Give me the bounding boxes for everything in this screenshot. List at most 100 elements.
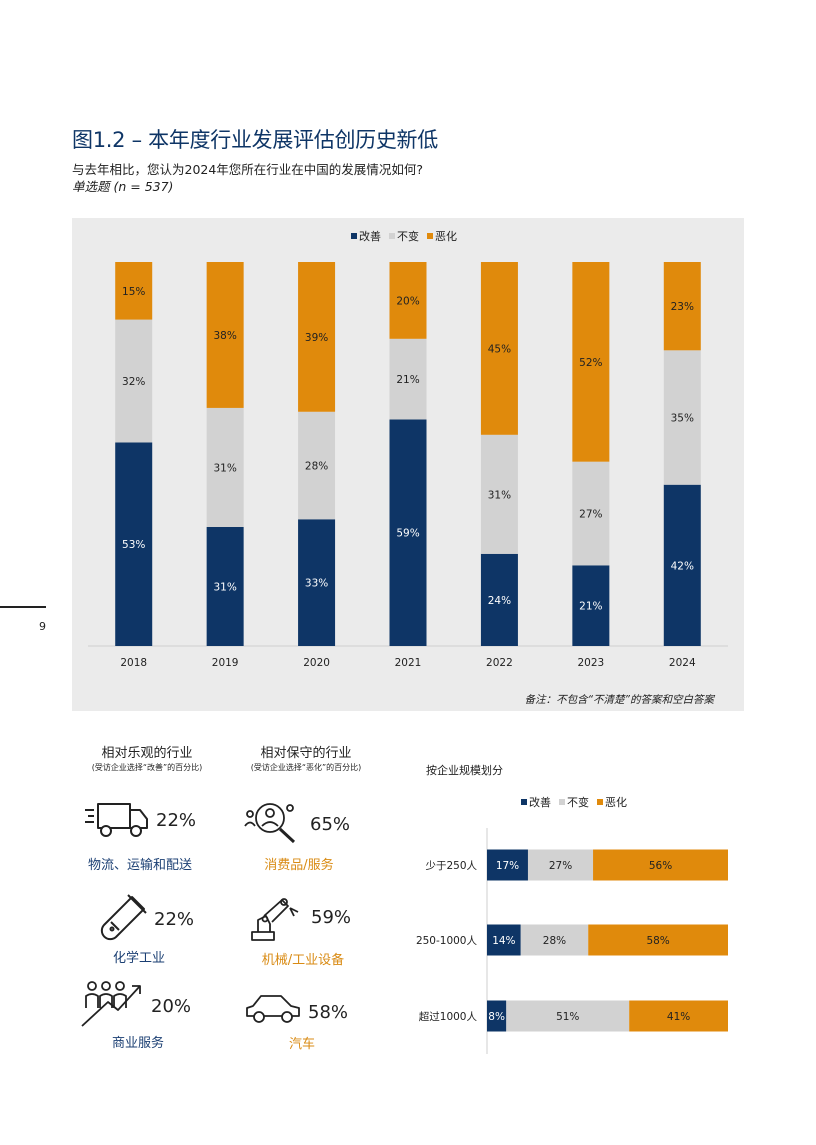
consumer-goods-label: 消费品/服务 xyxy=(264,858,334,873)
test-tube-icon xyxy=(100,894,147,941)
size-bar-0-0 xyxy=(487,849,528,881)
yearly-bar-2021-1 xyxy=(389,338,427,420)
yearly-tick-label-2023: 2023 xyxy=(577,657,604,669)
yearly-bar-2018-1 xyxy=(115,319,153,443)
logistics-label: 物流、运输和配送 xyxy=(87,858,192,873)
yearly-tick-label-2021: 2021 xyxy=(395,657,422,669)
size-data-label-2-0: 8% xyxy=(488,1011,505,1023)
yearly-bar-2022-0 xyxy=(480,553,518,646)
yearly-data-label-2023-1: 27% xyxy=(579,509,602,521)
size-category-label-0: 少于250人 xyxy=(425,860,477,872)
question-type: 单选题 (n = 537) xyxy=(72,179,174,194)
page-number: 9 xyxy=(39,620,46,633)
size-bar-1-2 xyxy=(588,924,728,956)
car-icon xyxy=(246,995,300,1023)
yearly-tick-label-2018: 2018 xyxy=(120,657,147,669)
size-bar-0-1 xyxy=(527,849,594,881)
yearly-data-label-2023-2: 52% xyxy=(579,357,602,369)
yearly-legend-swatch-0 xyxy=(351,233,357,239)
size-bar-2-2 xyxy=(629,1000,728,1032)
yearly-legend-swatch-1 xyxy=(389,233,395,239)
business-people-icon xyxy=(81,981,141,1027)
yearly-data-label-2024-0: 42% xyxy=(671,560,694,572)
yearly-data-label-2018-0: 53% xyxy=(122,539,145,551)
business-services-label: 商业服务 xyxy=(111,1036,164,1051)
size-bar-1-0 xyxy=(487,924,521,956)
yearly-data-label-2019-2: 38% xyxy=(213,330,236,342)
yearly-tick-label-2024: 2024 xyxy=(669,657,696,669)
yearly-tick-label-2020: 2020 xyxy=(303,657,330,669)
size-bar-0-2 xyxy=(593,849,728,881)
size-data-label-2-1: 51% xyxy=(556,1011,579,1023)
yearly-legend-label-2: 恶化 xyxy=(435,229,457,243)
conservative-heading-block: 相对保守的行业 (受访企业选择“恶化”的百分比) xyxy=(226,742,386,773)
size-chart-title: 按企业规模划分 xyxy=(426,764,503,777)
yearly-bar-2019-0 xyxy=(206,526,244,646)
yearly-legend-swatch-2 xyxy=(427,233,433,239)
yearly-bar-2021-0 xyxy=(389,419,427,646)
yearly-bar-2019-1 xyxy=(206,407,244,527)
size-data-label-1-1: 28% xyxy=(543,935,566,947)
yearly-data-label-2021-0: 59% xyxy=(396,528,419,540)
yearly-data-label-2018-1: 32% xyxy=(122,376,145,388)
size-legend-label-2: 恶化 xyxy=(605,795,627,809)
size-legend-swatch-1 xyxy=(559,799,565,805)
yearly-bar-2020-2 xyxy=(298,262,336,412)
yearly-legend-label-1: 不变 xyxy=(397,229,419,243)
conservative-subheading: (受访企业选择“恶化”的百分比) xyxy=(250,763,362,772)
logistics-percent: 22% xyxy=(156,810,197,831)
yearly-bar-2018-2 xyxy=(115,262,153,320)
yearly-data-label-2020-0: 33% xyxy=(305,578,328,590)
yearly-data-label-2022-1: 31% xyxy=(488,489,511,501)
yearly-stacked-bar-chart: 改善 不变 恶化 53% 32% 15% 2018 31% 31% 38% 2019 33% 28% 39… xyxy=(88,229,728,669)
machinery-percent: 59% xyxy=(311,907,352,928)
size-data-label-1-0: 14% xyxy=(492,935,515,947)
page-title: 图1.2 – 本年度行业发展评估创历史新低 xyxy=(72,128,438,152)
yearly-data-label-2019-1: 31% xyxy=(213,462,236,474)
yearly-bar-2024-0 xyxy=(663,484,701,646)
page-number-rule xyxy=(0,606,46,608)
consumer-goods-percent: 65% xyxy=(310,814,351,835)
yearly-bar-2020-1 xyxy=(298,411,336,520)
conservative-heading: 相对保守的行业 xyxy=(260,746,352,761)
size-data-label-2-2: 41% xyxy=(667,1011,690,1023)
yearly-chart-panel: 改善 不变 恶化 53% 32% 15% 2018 31% 31% 38% 2019 33% 28% 39… xyxy=(72,218,744,711)
size-legend-swatch-2 xyxy=(597,799,603,805)
yearly-data-label-2018-2: 15% xyxy=(122,286,145,298)
chemical-label: 化学工业 xyxy=(112,951,165,966)
size-bar-2-1 xyxy=(506,1000,630,1032)
size-legend-label-0: 改善 xyxy=(529,795,551,809)
yearly-data-label-2021-1: 21% xyxy=(396,374,419,386)
yearly-bar-2023-1 xyxy=(572,461,610,566)
size-bar-1-1 xyxy=(520,924,589,956)
yearly-tick-label-2019: 2019 xyxy=(212,657,239,669)
yearly-bar-2019-2 xyxy=(206,262,244,408)
yearly-data-label-2022-2: 45% xyxy=(488,343,511,355)
yearly-bar-2023-2 xyxy=(572,262,610,462)
optimistic-heading: 相对乐观的行业 xyxy=(101,746,193,761)
automotive-label: 汽车 xyxy=(288,1037,315,1052)
yearly-data-label-2022-0: 24% xyxy=(488,595,511,607)
automotive-percent: 58% xyxy=(308,1002,349,1023)
yearly-data-label-2024-1: 35% xyxy=(671,413,694,425)
yearly-data-label-2024-2: 23% xyxy=(671,301,694,313)
chemical-percent: 22% xyxy=(154,909,195,930)
size-data-label-1-2: 58% xyxy=(646,935,669,947)
machinery-label: 机械/工业设备 xyxy=(261,953,345,968)
yearly-bar-2023-0 xyxy=(572,565,610,646)
yearly-bar-2022-1 xyxy=(480,434,518,554)
yearly-data-label-2021-2: 20% xyxy=(396,295,419,307)
yearly-bar-2020-0 xyxy=(298,519,336,646)
truck-icon xyxy=(85,803,148,837)
company-size-stacked-bar-chart: 改善 不变 恶化 17% 27% 56% 少于250人 14% 28% 58% 250-1000人 8… xyxy=(416,795,728,1054)
yearly-legend-label-0: 改善 xyxy=(359,229,381,243)
robot-arm-icon xyxy=(251,898,299,941)
size-category-label-2: 超过1000人 xyxy=(419,1010,478,1023)
yearly-bar-2022-2 xyxy=(480,262,518,435)
size-data-label-0-0: 17% xyxy=(496,860,519,872)
optimistic-heading-block: 相对乐观的行业 (受访企业选择“改善”的百分比) xyxy=(67,742,227,773)
yearly-bar-2018-0 xyxy=(115,442,153,646)
yearly-bar-2024-2 xyxy=(663,262,701,351)
yearly-bar-2024-1 xyxy=(663,350,701,485)
yearly-data-label-2023-0: 21% xyxy=(579,601,602,613)
